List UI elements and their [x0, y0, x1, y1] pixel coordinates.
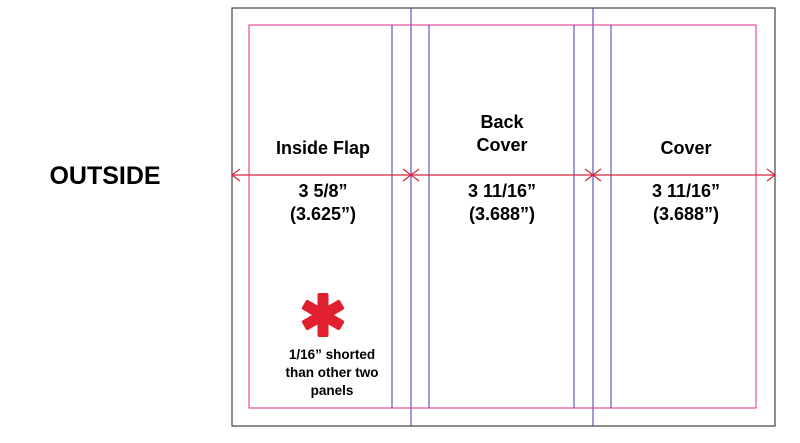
arrowhead-icon: [231, 168, 241, 182]
panel-decimal: (3.688”): [653, 204, 719, 224]
asterisk-icon: [301, 293, 345, 337]
sheet-border: [231, 7, 776, 427]
panel-title: Inside Flap: [276, 138, 370, 158]
trim-line: [248, 24, 757, 409]
arrowhead-icon: [592, 168, 602, 182]
arrowhead-icon: [766, 168, 776, 182]
panel-measurement: 3 11/16”: [468, 181, 536, 201]
panel-cover: Cover 3 11/16” (3.688”): [652, 138, 720, 224]
panel-title: Back: [480, 112, 524, 132]
panel-measurement: 3 11/16”: [652, 181, 720, 201]
panel-title: Cover: [476, 135, 527, 155]
note-line: 1/16” shorted: [289, 347, 375, 362]
panel-title: Cover: [660, 138, 711, 158]
arrowhead-icon: [410, 168, 420, 182]
panel-inside-flap: Inside Flap 3 5/8” (3.625”): [276, 138, 370, 224]
panel-note: 1/16” shorted than other two panels: [286, 347, 379, 398]
dimension-arrows: [231, 168, 776, 182]
panel-decimal: (3.625”): [290, 204, 356, 224]
panel-measurement: 3 5/8”: [298, 181, 347, 201]
side-label: OUTSIDE: [49, 162, 160, 190]
note-line: than other two: [286, 365, 379, 380]
panel-decimal: (3.688”): [469, 204, 535, 224]
note-line: panels: [311, 383, 354, 398]
panel-back-cover: Back Cover 3 11/16” (3.688”): [468, 112, 536, 224]
